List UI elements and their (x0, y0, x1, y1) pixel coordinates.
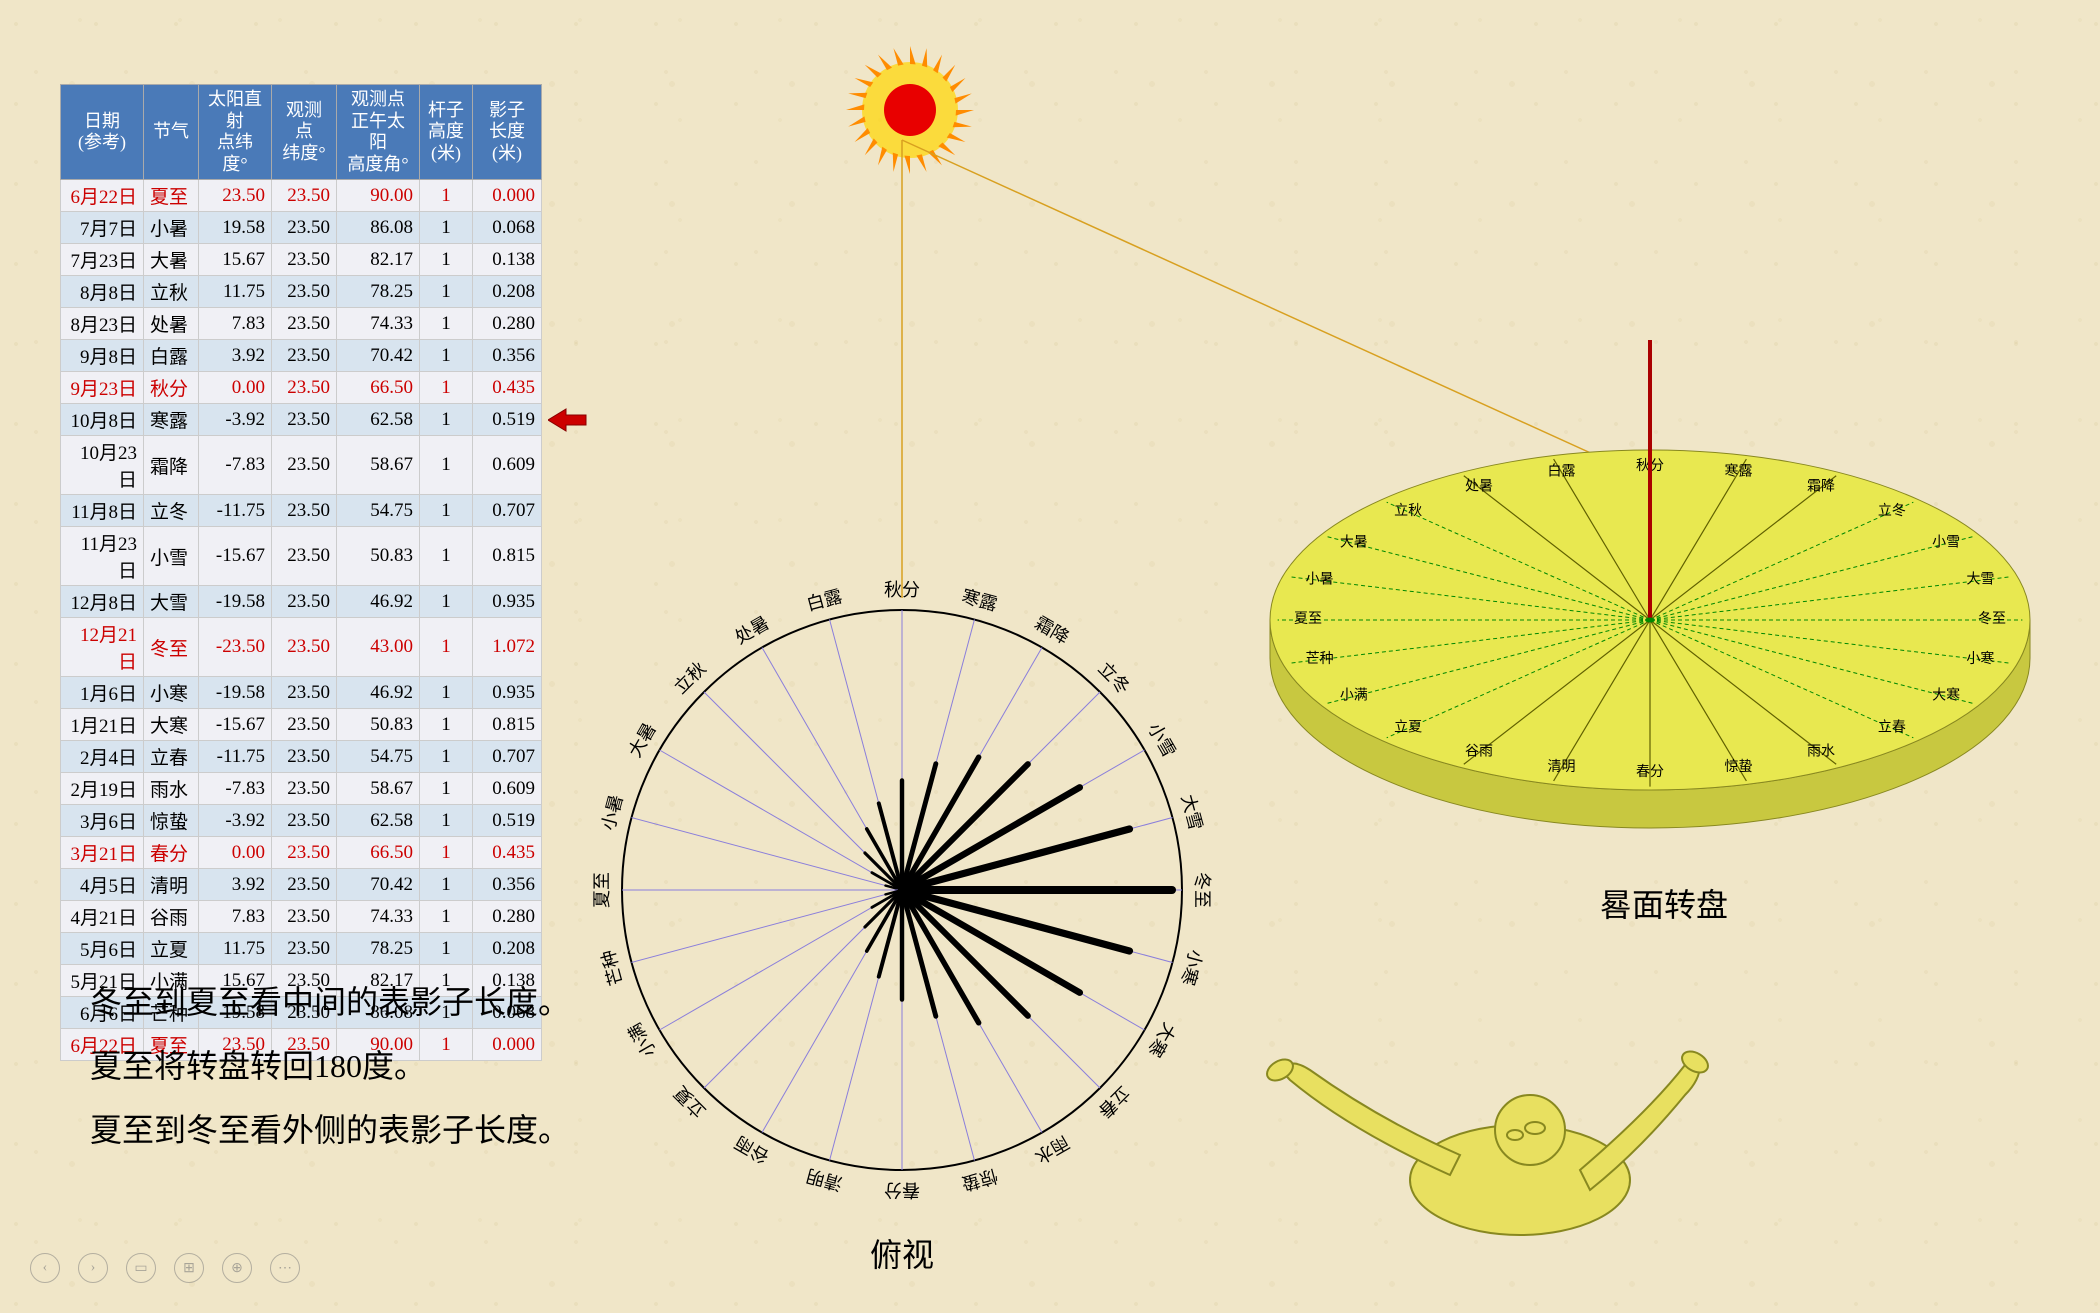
svg-text:立夏: 立夏 (1394, 719, 1422, 735)
zoom-button[interactable]: ⊕ (222, 1253, 252, 1283)
table-row: 7月23日大暑15.6723.5082.1710.138 (61, 244, 542, 276)
figure-illustration (1230, 1010, 1710, 1270)
svg-text:处暑: 处暑 (731, 613, 772, 648)
table-row: 1月21日大寒-15.6723.5050.8310.815 (61, 709, 542, 741)
table-row: 11月23日小雪-15.6723.5050.8310.815 (61, 527, 542, 586)
svg-text:立秋: 立秋 (1394, 503, 1422, 519)
table-row: 12月21日冬至-23.5023.5043.0011.072 (61, 618, 542, 677)
svg-text:小雪: 小雪 (1932, 535, 1960, 551)
table-row: 12月8日大雪-19.5823.5046.9210.935 (61, 586, 542, 618)
svg-text:霜降: 霜降 (1807, 479, 1835, 495)
table-row: 6月22日夏至23.5023.5090.0010.000 (61, 180, 542, 212)
svg-text:夏至: 夏至 (1294, 611, 1322, 627)
table-row: 2月19日雨水-7.8323.5058.6710.609 (61, 773, 542, 805)
svg-text:惊蛰: 惊蛰 (1725, 759, 1753, 775)
svg-text:寒露: 寒露 (1725, 462, 1753, 479)
solar-terms-table: 日期(参考)节气太阳直射点纬度°观测点纬度°观测点正午太阳高度角°杆子高度(米)… (60, 84, 542, 1061)
table-row: 11月8日立冬-11.7523.5054.7510.707 (61, 495, 542, 527)
grid-button[interactable]: ⊞ (174, 1253, 204, 1283)
svg-text:小寒: 小寒 (1966, 650, 1994, 667)
table-row: 1月6日小寒-19.5823.5046.9210.935 (61, 677, 542, 709)
svg-text:谷雨: 谷雨 (731, 1132, 772, 1167)
svg-text:春分: 春分 (884, 1180, 920, 1200)
svg-text:春分: 春分 (1636, 764, 1664, 780)
settings-button[interactable]: ⋯ (270, 1253, 300, 1283)
table-row: 8月8日立秋11.7523.5078.2510.208 (61, 276, 542, 308)
svg-text:霜降: 霜降 (1031, 613, 1072, 648)
present-button[interactable]: ▭ (126, 1253, 156, 1283)
table-row: 4月5日清明3.9223.5070.4210.356 (61, 869, 542, 901)
table-row: 5月6日立夏11.7523.5078.2510.208 (61, 933, 542, 965)
table-row: 8月23日处暑7.8323.5074.3310.280 (61, 308, 542, 340)
svg-text:大雪: 大雪 (1966, 572, 1994, 588)
svg-text:清明: 清明 (804, 1165, 844, 1194)
table-row: 10月23日霜降-7.8323.5058.6710.609 (61, 436, 542, 495)
svg-text:立春: 立春 (1878, 719, 1906, 735)
svg-text:谷雨: 谷雨 (1465, 744, 1493, 760)
svg-text:小暑: 小暑 (1306, 572, 1334, 588)
svg-text:芒种: 芒种 (1306, 651, 1334, 667)
svg-text:大寒: 大寒 (1144, 1019, 1179, 1060)
svg-text:白露: 白露 (1547, 463, 1575, 479)
table-row: 2月4日立春-11.7523.5054.7510.707 (61, 741, 542, 773)
table-row: 9月8日白露3.9223.5070.4210.356 (61, 340, 542, 372)
svg-text:处暑: 处暑 (1465, 479, 1493, 495)
table-row: 9月23日秋分0.0023.5066.5010.435 (61, 372, 542, 404)
svg-text:大寒: 大寒 (1932, 687, 1960, 704)
svg-text:小暑: 小暑 (598, 792, 627, 832)
svg-text:芒种: 芒种 (598, 948, 627, 988)
top-view-label: 俯视 (870, 1230, 934, 1276)
next-button[interactable]: › (78, 1253, 108, 1283)
svg-text:小雪: 小雪 (1144, 719, 1179, 760)
svg-text:惊蛰: 惊蛰 (960, 1165, 1000, 1194)
svg-text:雨水: 雨水 (1807, 744, 1835, 760)
disc-label: 晷面转盘 (1600, 880, 1728, 926)
svg-text:大暑: 大暑 (1340, 535, 1368, 551)
table-row: 10月8日寒露-3.9223.5062.5810.519 (61, 404, 542, 436)
table-row: 4月21日谷雨7.8323.5074.3310.280 (61, 901, 542, 933)
current-row-arrow-icon (548, 405, 588, 435)
table-row: 3月6日惊蛰-3.9223.5062.5810.519 (61, 805, 542, 837)
svg-text:立冬: 立冬 (1878, 503, 1906, 519)
playback-toolbar: ‹ › ▭ ⊞ ⊕ ⋯ (30, 1253, 300, 1283)
svg-text:清明: 清明 (1547, 759, 1575, 775)
svg-text:立春: 立春 (1094, 1082, 1134, 1122)
svg-text:冬至: 冬至 (1192, 872, 1212, 908)
svg-text:雨水: 雨水 (1031, 1132, 1072, 1167)
svg-text:小满: 小满 (625, 1019, 660, 1060)
explanation-notes: 冬至到夏至看中间的表影子长度。夏至将转盘转回180度。夏至到冬至看外侧的表影子长… (90, 970, 570, 1162)
table-row: 3月21日春分0.0023.5066.5010.435 (61, 837, 542, 869)
svg-text:寒露: 寒露 (960, 586, 1000, 615)
svg-text:夏至: 夏至 (592, 872, 612, 908)
svg-text:立秋: 立秋 (670, 658, 710, 698)
sun-icon (830, 30, 990, 190)
svg-text:大雪: 大雪 (1177, 792, 1206, 832)
prev-button[interactable]: ‹ (30, 1253, 60, 1283)
svg-text:冬至: 冬至 (1978, 611, 2006, 627)
svg-text:白露: 白露 (804, 586, 844, 615)
svg-text:小满: 小满 (1340, 688, 1368, 704)
svg-text:秋分: 秋分 (884, 580, 920, 600)
svg-text:立冬: 立冬 (1094, 658, 1134, 698)
table-row: 7月7日小暑19.5823.5086.0810.068 (61, 212, 542, 244)
svg-text:大暑: 大暑 (625, 719, 660, 760)
svg-text:秋分: 秋分 (1636, 458, 1664, 474)
svg-text:小寒: 小寒 (1177, 948, 1206, 988)
svg-text:立夏: 立夏 (670, 1082, 710, 1122)
